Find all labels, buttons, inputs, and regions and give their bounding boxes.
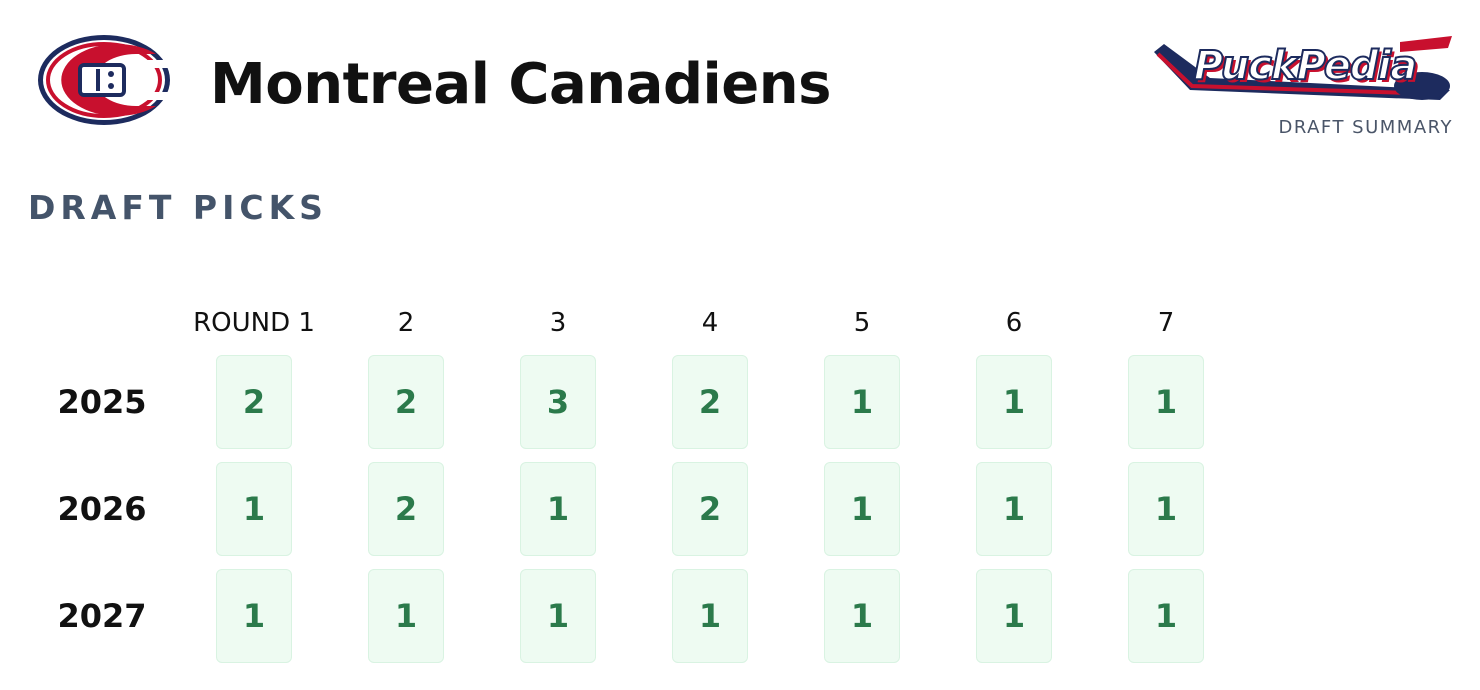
year-label: 2027 (57, 597, 147, 635)
round-header: 6 (1005, 308, 1023, 338)
pick-count: 2 (368, 355, 444, 449)
pick-count: 1 (976, 569, 1052, 663)
year-label: 2026 (57, 490, 147, 528)
pick-count: 1 (1128, 569, 1204, 663)
round-header: 7 (1157, 308, 1175, 338)
pick-count: 1 (520, 462, 596, 556)
pick-count: 1 (824, 355, 900, 449)
year-label: 2025 (57, 383, 147, 421)
round-header: 2 (397, 308, 415, 338)
round-header: 5 (853, 308, 871, 338)
subtitle: DRAFT SUMMARY (1278, 117, 1453, 138)
pick-count: 2 (368, 462, 444, 556)
pick-count: 1 (976, 355, 1052, 449)
section-title: DRAFT PICKS (28, 188, 328, 227)
pick-count: 2 (672, 462, 748, 556)
pick-count: 1 (1128, 355, 1204, 449)
team-logo (38, 35, 170, 125)
pick-count: 1 (368, 569, 444, 663)
pick-count: 3 (520, 355, 596, 449)
team-name: Montreal Canadiens (210, 52, 831, 117)
pick-count: 1 (216, 569, 292, 663)
round-header: ROUND 1 (193, 308, 315, 338)
pick-count: 1 (672, 569, 748, 663)
pick-count: 2 (672, 355, 748, 449)
round-header: 3 (549, 308, 567, 338)
brand-logo: PuckPedia (1193, 42, 1418, 90)
brand-graphic (1154, 36, 1452, 100)
pick-count: 1 (1128, 462, 1204, 556)
pick-count: 2 (216, 355, 292, 449)
pick-count: 1 (976, 462, 1052, 556)
round-header: 4 (701, 308, 719, 338)
pick-count: 1 (520, 569, 596, 663)
pick-count: 1 (216, 462, 292, 556)
pick-count: 1 (824, 462, 900, 556)
pick-count: 1 (824, 569, 900, 663)
